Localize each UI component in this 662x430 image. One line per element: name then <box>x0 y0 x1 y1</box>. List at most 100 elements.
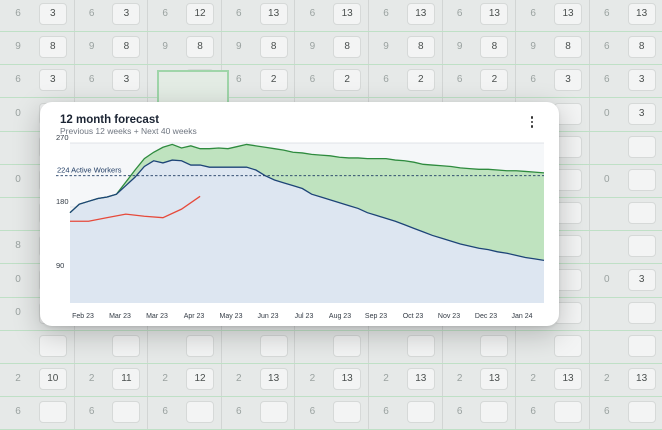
x-tick-label: Feb 23 <box>72 313 94 320</box>
grid-cell-input[interactable]: 8 <box>480 36 509 59</box>
x-tick-label: Dec 23 <box>475 313 497 320</box>
grid-cell-input[interactable]: 3 <box>112 3 141 25</box>
grid-cell-input[interactable]: 3 <box>627 102 656 125</box>
grid-cell-input[interactable]: 2 <box>259 69 288 92</box>
grid-cell-label: 2 <box>530 373 536 385</box>
grid-cell-input[interactable]: 10 <box>38 368 67 391</box>
grid-cell-input[interactable] <box>112 335 141 357</box>
grid-cell-input[interactable]: 3 <box>38 3 67 25</box>
grid-cell-input[interactable] <box>480 335 509 357</box>
grid-cell-input[interactable]: 2 <box>333 69 362 92</box>
grid-cell-input[interactable]: 13 <box>406 3 435 25</box>
grid-cell-label: 6 <box>15 74 21 86</box>
grid-cell-label: 9 <box>530 41 536 53</box>
grid-cell-label: 2 <box>88 373 95 385</box>
grid-cell-input[interactable]: 13 <box>480 3 509 25</box>
grid-cell-input[interactable] <box>627 202 656 225</box>
grid-row: 6 6 6 6 6 6 6 6 6 <box>0 394 662 430</box>
grid-cell-input[interactable] <box>259 335 288 357</box>
grid-cell-label: 6 <box>15 406 21 418</box>
grid-cell-input[interactable]: 11 <box>112 368 141 391</box>
grid-cell-input[interactable] <box>38 335 67 357</box>
grid-cell-input[interactable]: 13 <box>406 368 435 391</box>
grid-cell-input[interactable]: 13 <box>333 3 362 25</box>
grid-cell-label: 6 <box>88 406 95 418</box>
grid-cell-input[interactable]: 12 <box>186 368 214 391</box>
grid-cell-input[interactable]: 3 <box>627 69 656 92</box>
grid-cell-input[interactable]: 8 <box>112 36 141 59</box>
grid-cell-label: 6 <box>604 8 610 19</box>
grid-cell-label: 2 <box>15 373 21 385</box>
grid-cell-label: 6 <box>162 8 168 19</box>
grid-cell-label: 8 <box>15 240 21 252</box>
grid-cell-label: 0 <box>15 107 21 119</box>
grid-cell-input[interactable]: 3 <box>627 268 656 291</box>
grid-cell-label: 6 <box>309 74 316 86</box>
grid-cell-input[interactable]: 8 <box>38 36 67 59</box>
grid-cell-label: 6 <box>383 74 389 86</box>
grid-cell-label: 2 <box>236 373 242 385</box>
grid-cell-input[interactable]: 8 <box>554 36 582 59</box>
grid-cell-input[interactable]: 13 <box>554 368 582 391</box>
grid-row: 6 3 6 3 6 12 6 13 6 13 6 13 6 13 6 13 6 13 <box>0 0 662 32</box>
grid-cell-input[interactable]: 8 <box>259 36 288 59</box>
grid-cell-input[interactable]: 8 <box>406 36 435 59</box>
grid-cell-input[interactable]: 2 <box>406 69 435 92</box>
grid-cell-input[interactable]: 12 <box>186 3 214 25</box>
grid-cell-input[interactable] <box>112 401 141 424</box>
grid-cell-label: 6 <box>456 406 463 418</box>
grid-cell-input[interactable] <box>38 401 67 424</box>
grid-cell-input[interactable] <box>480 401 509 424</box>
grid-cell-input[interactable]: 8 <box>186 36 214 59</box>
grid-cell-label: 6 <box>383 406 389 418</box>
grid-cell-input[interactable] <box>627 135 656 158</box>
grid-cell-input[interactable]: 2 <box>480 69 509 92</box>
grid-cell-label: 6 <box>456 8 463 19</box>
grid-cell-label: 6 <box>604 74 610 86</box>
x-tick-label: Jul 23 <box>295 313 314 320</box>
grid-cell-input[interactable]: 8 <box>627 36 656 59</box>
grid-cell-input[interactable]: 13 <box>627 368 656 391</box>
grid-cell-input[interactable]: 13 <box>627 3 656 25</box>
grid-cell-input[interactable]: 13 <box>333 368 362 391</box>
grid-cell-input[interactable] <box>186 401 214 424</box>
grid-cell-label: 9 <box>162 41 168 53</box>
grid-cell-label: 2 <box>383 373 389 385</box>
x-tick-label: Aug 23 <box>329 313 351 320</box>
selected-grid-cell[interactable] <box>157 70 229 106</box>
grid-cell-input[interactable]: 3 <box>554 69 582 92</box>
grid-cell-input[interactable] <box>627 301 656 324</box>
grid-cell-input[interactable]: 3 <box>38 69 67 92</box>
grid-cell-input[interactable] <box>627 169 656 191</box>
grid-cell-label: 6 <box>88 8 95 19</box>
x-tick-label: Jan 24 <box>511 313 532 320</box>
grid-cell-label: 0 <box>15 273 21 285</box>
grid-cell-input[interactable] <box>554 335 582 357</box>
grid-cell-input[interactable]: 13 <box>480 368 509 391</box>
grid-cell-input[interactable] <box>186 335 214 357</box>
grid-cell-input[interactable] <box>627 235 656 258</box>
grid-cell-input[interactable] <box>333 335 362 357</box>
grid-cell-label: 6 <box>309 8 316 19</box>
series-line-1 <box>69 159 545 261</box>
grid-cell-input[interactable]: 13 <box>259 368 288 391</box>
grid-cell-input[interactable]: 13 <box>259 3 288 25</box>
grid-cell-label: 6 <box>456 74 463 86</box>
grid-cell-input[interactable] <box>554 401 582 424</box>
grid-cell-input[interactable]: 13 <box>554 3 582 25</box>
grid-cell-label: 6 <box>162 406 168 418</box>
grid-cell-input[interactable] <box>406 335 435 357</box>
grid-cell-input[interactable] <box>627 401 656 424</box>
x-tick-label: Apr 23 <box>184 313 205 320</box>
grid-cell-input[interactable] <box>333 401 362 424</box>
grid-cell-input[interactable]: 3 <box>112 69 141 92</box>
grid-cell-label: 6 <box>309 406 316 418</box>
grid-cell-input[interactable] <box>627 335 656 357</box>
x-tick-label: Oct 23 <box>403 313 424 320</box>
grid-cell-input[interactable] <box>259 401 288 424</box>
x-tick-label: Mar 23 <box>146 313 168 320</box>
grid-cell-input[interactable] <box>406 401 435 424</box>
series-line-0 <box>69 143 545 214</box>
more-vertical-icon[interactable] <box>524 112 540 132</box>
grid-cell-input[interactable]: 8 <box>333 36 362 59</box>
